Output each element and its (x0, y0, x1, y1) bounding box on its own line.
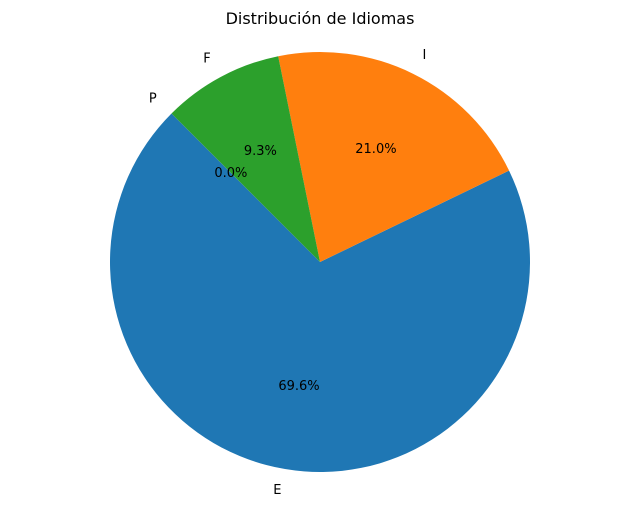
pct-label-e: 69.6% (278, 379, 319, 394)
pie-slice-f (171, 56, 320, 262)
pie-slices (109, 51, 530, 472)
chart-title: Distribución de Idiomas (226, 9, 415, 28)
pie-slice-i (278, 51, 510, 262)
pie-labels: E 69.6% I 21.0% F 9.3% P 0.0% (149, 48, 427, 498)
slice-label-e: E (273, 483, 281, 498)
slice-label-f: F (203, 52, 210, 67)
pie-slice-e (109, 113, 530, 472)
pct-label-i: 21.0% (355, 142, 396, 157)
pct-label-p: 0.0% (214, 166, 247, 181)
slice-label-p: P (149, 92, 157, 107)
slice-label-i: I (423, 48, 427, 63)
pct-label-f: 9.3% (244, 144, 277, 159)
